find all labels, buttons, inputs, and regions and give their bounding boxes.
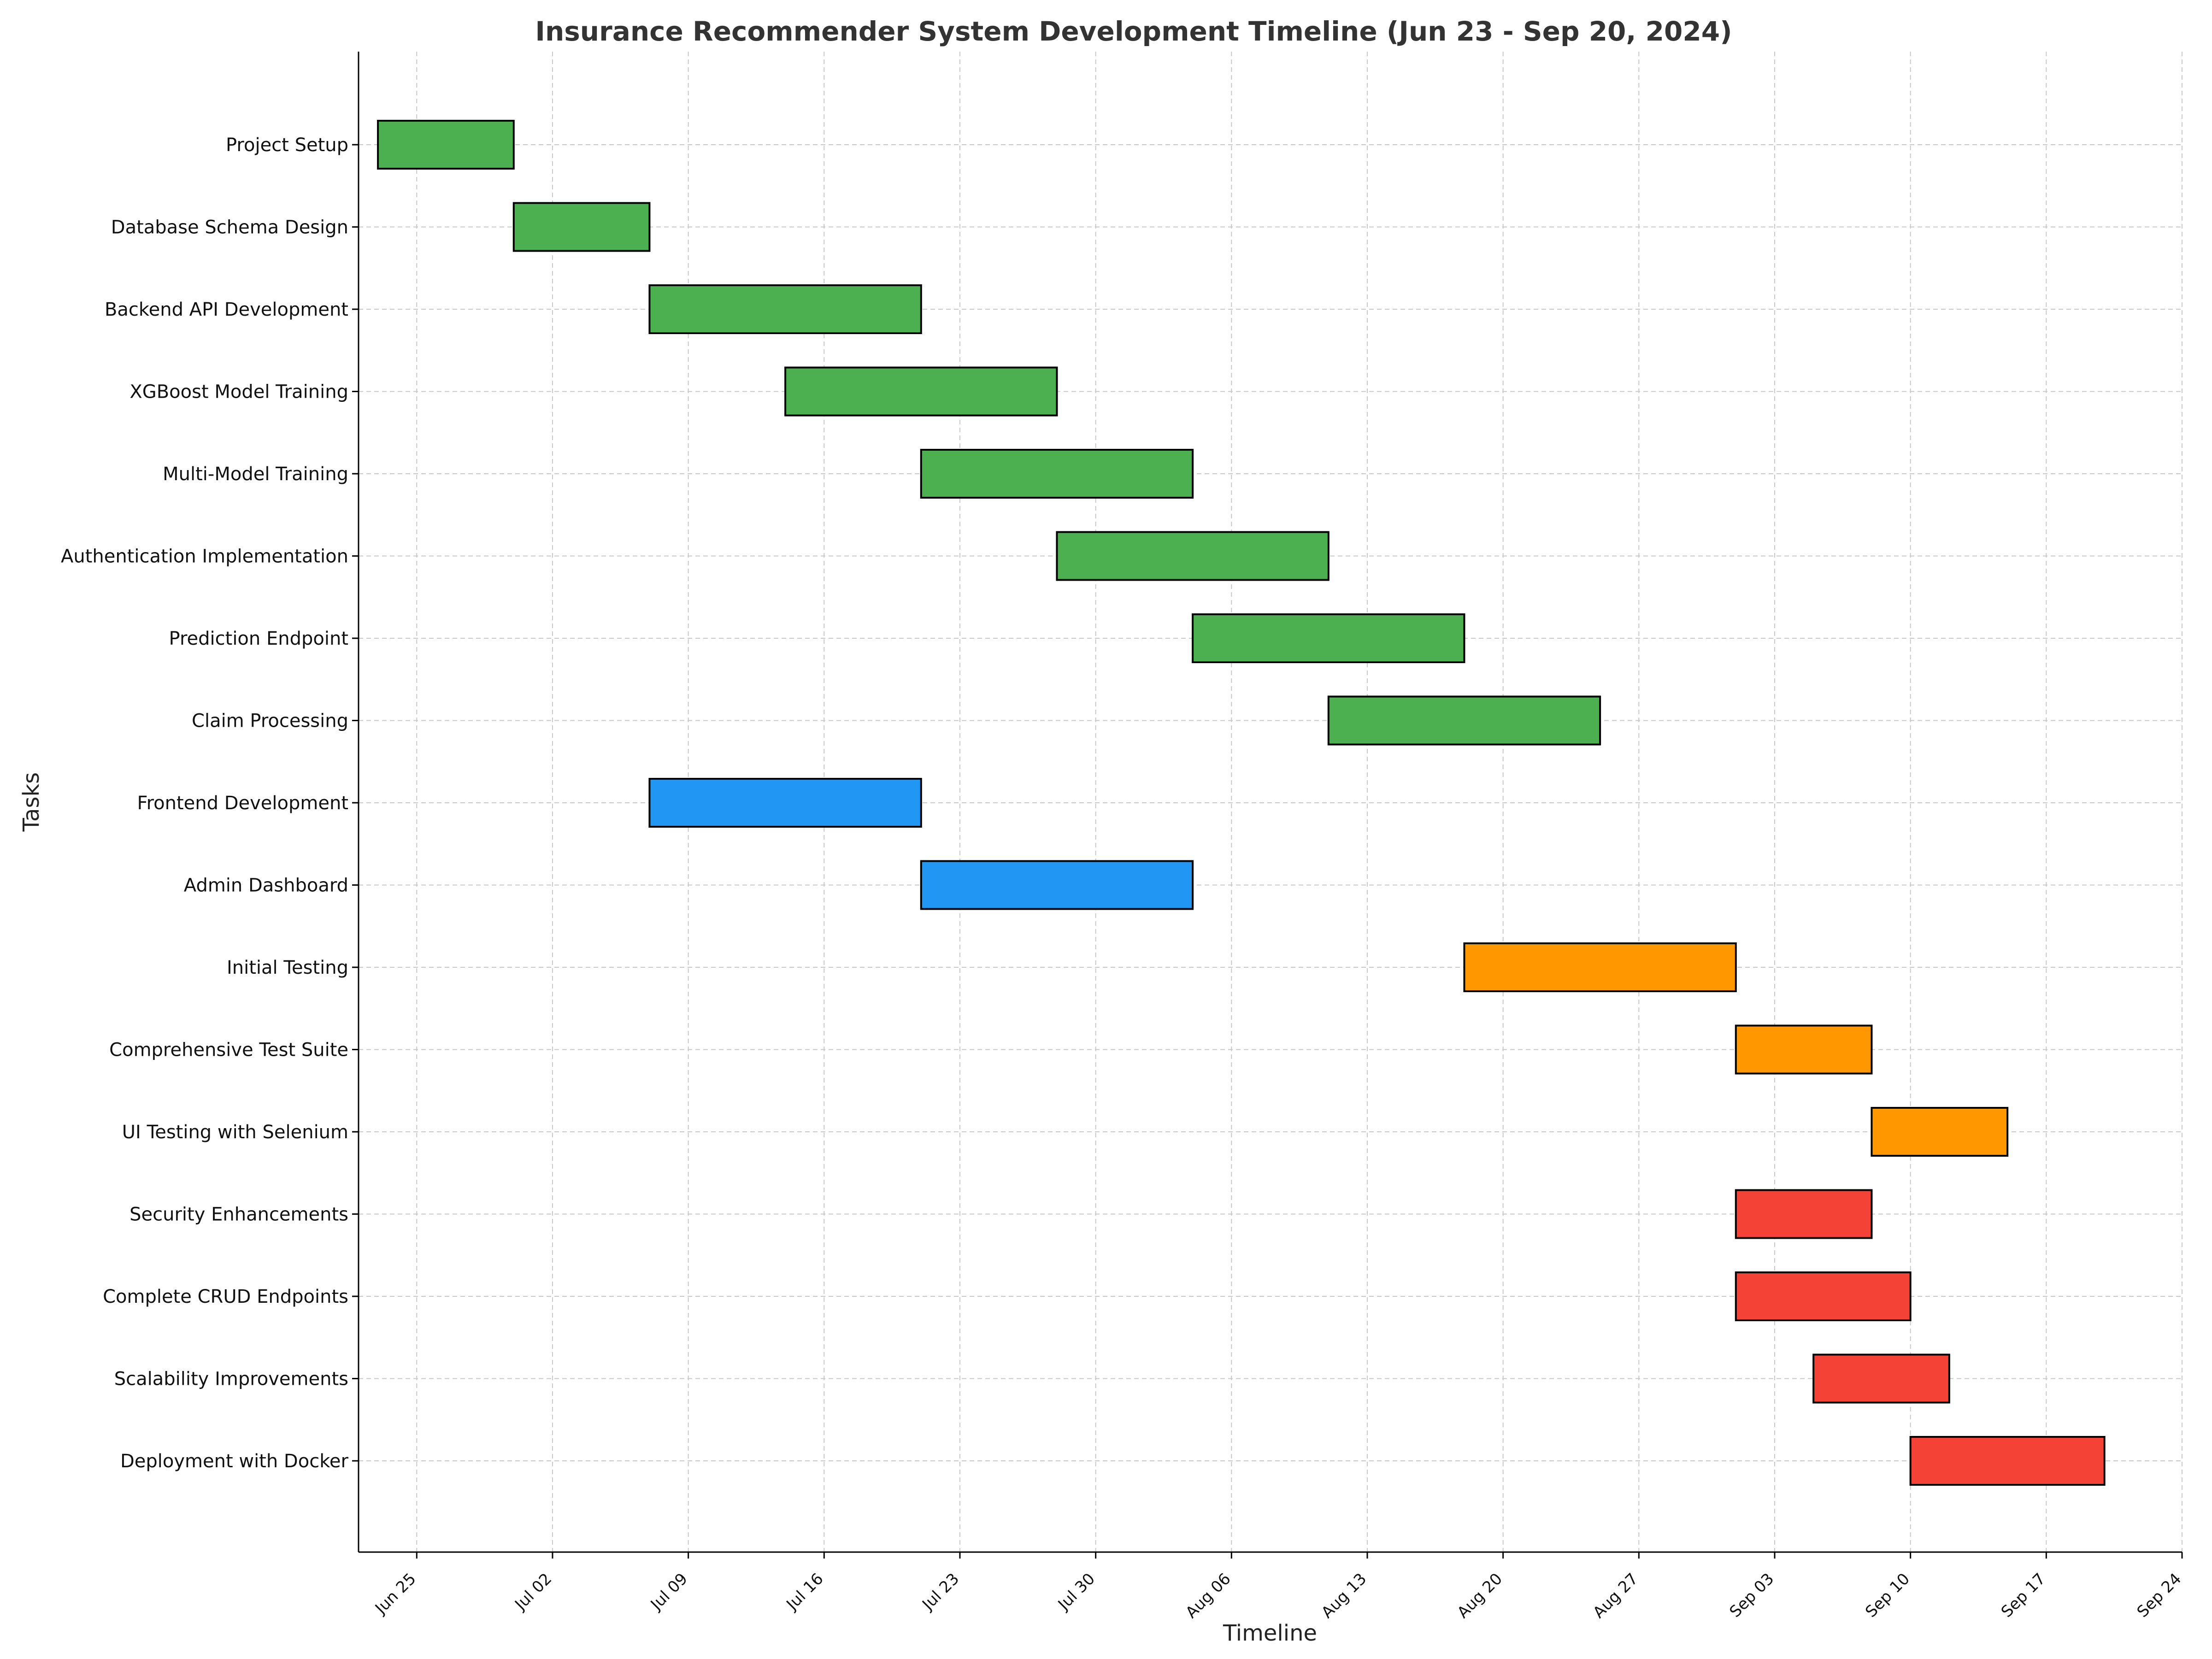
task-label: Admin Dashboard [184, 875, 348, 896]
axes [358, 52, 2182, 1553]
x-tick-label: Sep 24 [2134, 1570, 2185, 1621]
task-label: Scalability Improvements [114, 1369, 348, 1390]
task-bar [1056, 531, 1330, 581]
task-label: Database Schema Design [111, 217, 348, 238]
task-bar [648, 284, 922, 334]
task-bar [920, 449, 1194, 499]
y-axis-label: Tasks [18, 772, 44, 832]
task-bars [377, 120, 2106, 1486]
x-tick-label: Jul 16 [782, 1570, 827, 1614]
x-axis-label: Timeline [1223, 1620, 1317, 1646]
x-tick-label: Aug 13 [1318, 1570, 1370, 1622]
task-bar [1909, 1436, 2106, 1486]
task-bar [1735, 1024, 1873, 1075]
x-tick-label: Sep 03 [1726, 1570, 1778, 1621]
task-bar [1192, 613, 1465, 663]
y-tick-labels: Project Setup Database Schema Design Backe… [61, 135, 359, 1472]
x-tick-label: Jun 25 [371, 1570, 420, 1618]
task-label: Initial Testing [227, 957, 348, 978]
task-label: Multi-Model Training [163, 464, 348, 485]
grid-lines [359, 52, 2183, 1552]
task-bar [1735, 1271, 1912, 1321]
chart-title: Insurance Recommender System Development… [535, 16, 1732, 47]
task-bar [1871, 1107, 2009, 1157]
task-label: UI Testing with Selenium [122, 1122, 348, 1143]
task-label: Project Setup [226, 135, 348, 156]
x-tick-label: Jul 23 [918, 1570, 963, 1614]
task-label: Prediction Endpoint [169, 628, 348, 649]
task-bar [784, 366, 1058, 417]
task-bar [1327, 695, 1601, 746]
task-bar [648, 778, 922, 828]
task-label: Deployment with Docker [120, 1451, 349, 1472]
x-tick-label: Aug 20 [1454, 1570, 1506, 1622]
x-tick-label: Sep 17 [1998, 1570, 2049, 1621]
x-tick-label: Jul 02 [511, 1570, 555, 1614]
task-label: Claim Processing [192, 711, 348, 732]
task-bar [1735, 1189, 1873, 1239]
task-label: Security Enhancements [129, 1204, 348, 1225]
task-bar [512, 202, 651, 252]
task-label: Comprehensive Test Suite [109, 1040, 348, 1061]
task-bar [1463, 942, 1737, 992]
task-label: XGBoost Model Training [129, 382, 348, 403]
x-tick-label: Sep 10 [1862, 1570, 1913, 1621]
task-label: Frontend Development [137, 793, 348, 814]
task-bar [1812, 1353, 1950, 1404]
task-label: Complete CRUD Endpoints [103, 1286, 348, 1307]
x-tick-labels: Jun 25 Jul 02 Jul 09 Jul 16 Jul 23 Jul 30 Aug … [371, 1552, 2185, 1622]
x-tick-label: Jul 30 [1054, 1570, 1099, 1614]
x-tick-label: Jul 09 [647, 1570, 691, 1614]
x-tick-label: Aug 06 [1182, 1570, 1234, 1622]
x-tick-label: Aug 27 [1589, 1570, 1641, 1622]
task-label: Backend API Development [105, 299, 348, 320]
task-label: Authentication Implementation [61, 546, 348, 567]
task-bar [377, 120, 515, 170]
task-bar [920, 860, 1194, 910]
